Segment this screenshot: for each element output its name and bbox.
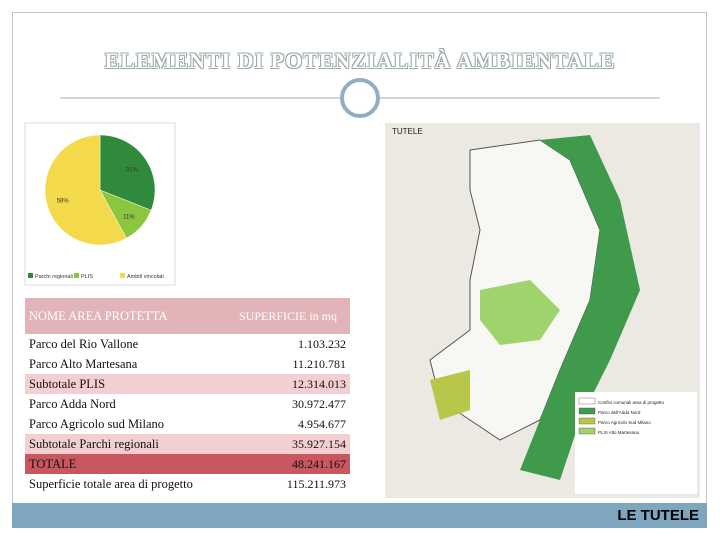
header-cell: SUPERFICIE in mq xyxy=(225,298,350,334)
footer-label: LE TUTELE xyxy=(617,507,699,524)
table: NOME AREA PROTETTA SUPERFICIE in mq Parco… xyxy=(25,298,350,494)
map-legend-swatch xyxy=(578,417,596,425)
map-legend-swatch xyxy=(578,397,596,405)
legend-label: Ambiti vincolati xyxy=(127,274,164,280)
cell: 11.210.781 xyxy=(292,356,346,371)
ornament xyxy=(340,78,380,118)
plis xyxy=(480,280,560,345)
cell: Subtotale Parchi regionali xyxy=(25,434,226,454)
map-legend-bg xyxy=(575,392,697,494)
cell: 30.972.477 xyxy=(292,396,346,411)
cell: Parco Adda Nord xyxy=(29,396,116,411)
legend-label: Parchi regionali xyxy=(35,274,73,280)
cell: 115.211.973 xyxy=(286,476,346,491)
slice-label: 31% xyxy=(126,167,139,173)
map-legend-label: Confini comunali area di progetto xyxy=(598,400,665,405)
pie-slice xyxy=(44,134,127,246)
cell: 12.314.013 xyxy=(225,374,350,394)
legend-swatch xyxy=(74,273,79,278)
header-cell: NOME AREA PROTETTA xyxy=(25,298,226,334)
south-park xyxy=(430,370,470,420)
slice-label: 58% xyxy=(57,199,70,205)
pie-slice xyxy=(99,134,156,211)
map-legend-label: Parco dell'Adda Nord xyxy=(598,410,641,415)
map-title: TUTELE xyxy=(392,127,423,136)
cell: 35.927.154 xyxy=(225,434,350,454)
adda-park xyxy=(520,135,640,480)
map-legend-label: Parco Agricolo Sud Milano xyxy=(598,420,651,425)
cell: Superficie totale area di progetto xyxy=(29,476,193,491)
footer: LE TUTELE xyxy=(12,503,707,528)
map-legend-label: PLIS Alto Martesana xyxy=(598,430,640,435)
map: TUTELE Confini comunali area di progetto P… xyxy=(385,123,700,498)
cell: 48.241.167 xyxy=(225,454,350,474)
cell: 4.954.677 xyxy=(298,416,346,431)
cell: Parco Agricolo sud Milano xyxy=(29,416,165,431)
cell: TOTALE xyxy=(25,454,226,474)
legend-label: PLIS xyxy=(81,274,93,280)
cell: Subtotale PLIS xyxy=(25,374,226,394)
slice-label: 11% xyxy=(123,214,135,220)
cell: Parco del Rio Vallone xyxy=(29,336,139,351)
cell: 1.103.232 xyxy=(298,336,346,351)
map-legend-swatch xyxy=(578,427,596,435)
legend-swatch xyxy=(120,273,125,278)
pie-chart: 31% 11% 58% Parchi regionali PLIS Ambiti vinc… xyxy=(28,134,164,280)
cell: Parco Alto Martesana xyxy=(29,356,138,371)
map-legend-swatch xyxy=(578,407,596,415)
legend-swatch xyxy=(28,273,33,278)
slide-title: ELEMENTI DI POTENZIALITÀ AMBIENTALE xyxy=(104,48,616,73)
